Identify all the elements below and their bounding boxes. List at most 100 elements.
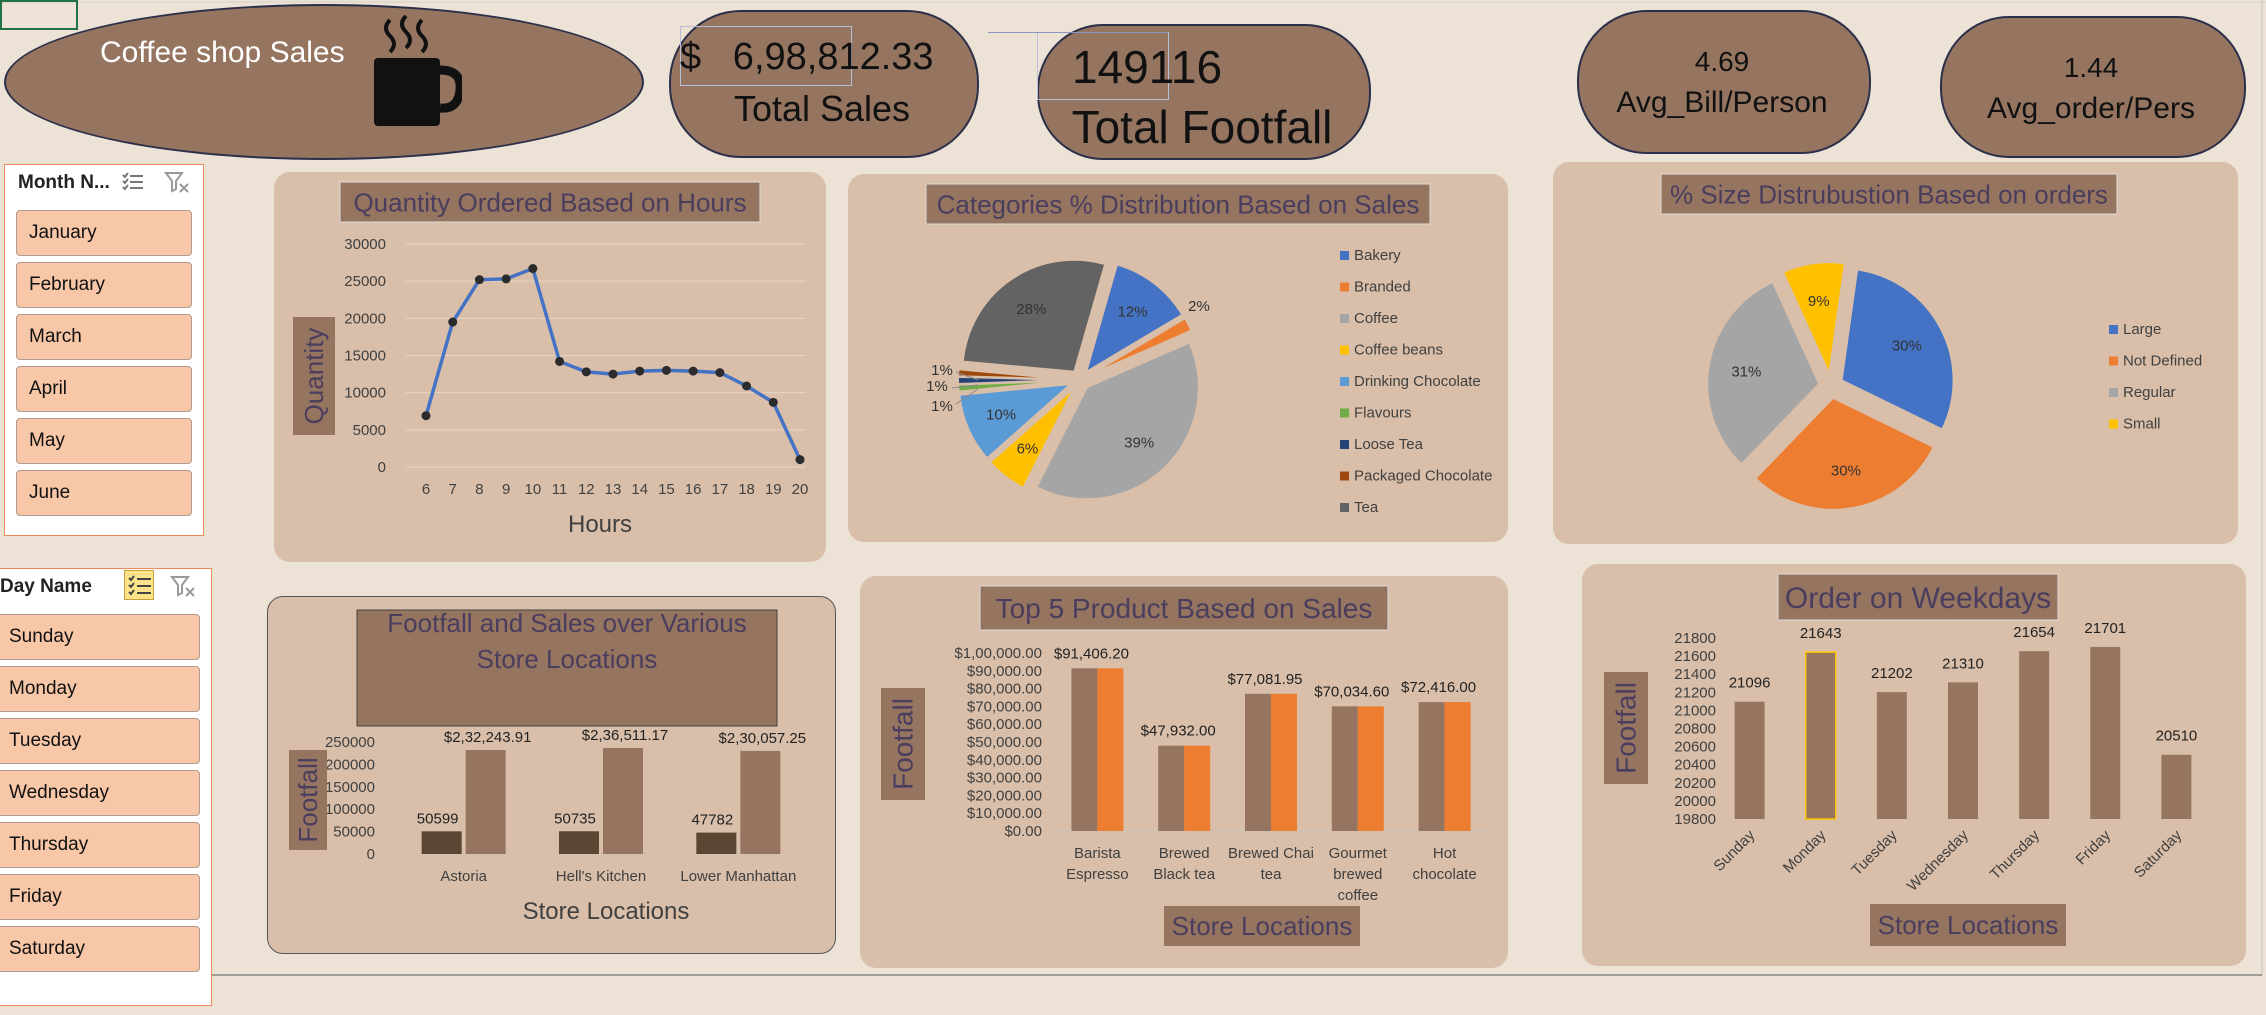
data-label: 21654 [2013, 624, 2055, 641]
x-tick-label: 12 [578, 481, 595, 498]
y-tick-label: 21400 [1674, 666, 1716, 683]
x-axis-title: Store Locations [523, 898, 690, 925]
data-point [501, 274, 511, 284]
y-tick-label: 15000 [344, 348, 386, 365]
weekdays-bar-chart: Order on Weekdays 19800200002020020400206… [1604, 573, 2230, 946]
y-tick-label: 20800 [1674, 721, 1716, 738]
leader-line [951, 384, 979, 389]
bar [421, 831, 462, 854]
data-point [608, 369, 618, 379]
pie-slice [1840, 268, 1955, 431]
y-tick-label: 5000 [353, 422, 386, 439]
bar [603, 748, 643, 854]
multi-select-icon[interactable] [122, 172, 144, 192]
slicer-item-february[interactable]: February [16, 262, 192, 308]
y-axis-title-box [293, 317, 335, 435]
slice-label: 31% [1731, 363, 1761, 380]
data-point [448, 317, 458, 327]
data-point [421, 411, 431, 421]
title-banner [4, 4, 644, 160]
clear-filter-icon[interactable] [164, 170, 190, 194]
x-tick-label: brewed [1333, 866, 1382, 883]
slicer-item-april[interactable]: April [16, 366, 192, 412]
selected-cell[interactable] [0, 0, 78, 30]
legend-swatch [2109, 388, 2118, 397]
slicer-item-january[interactable]: January [16, 210, 192, 256]
legend-swatch [2109, 325, 2118, 334]
x-tick-label: Saturday [2131, 826, 2186, 881]
x-tick-label: 20 [792, 481, 809, 498]
y-tick-label: 20000 [1674, 793, 1716, 810]
kpi-avg-bill-label: Avg_Bill/Person [1616, 86, 1828, 119]
x-tick-label: Sunday [1710, 826, 1758, 874]
slicer-item-march[interactable]: March [16, 314, 192, 360]
data-point [661, 365, 671, 375]
x-axis-title: Store Locations [1172, 911, 1353, 941]
legend-swatch [1340, 345, 1349, 355]
data-point [555, 356, 565, 366]
legend-label: Coffee [1354, 310, 1398, 327]
day-slicer-title: Day Name [0, 576, 92, 597]
x-tick-label: chocolate [1412, 866, 1476, 883]
bar [2090, 646, 2121, 819]
x-axis-title-box [1870, 904, 2066, 946]
chart-title: % Size Distrubustion Based on orders [1670, 179, 2108, 209]
x-tick-label: Brewed Chai [1228, 845, 1314, 862]
clear-filter-icon[interactable] [170, 574, 196, 598]
sizes-pie-chart: % Size Distrubustion Based on orders 30% 3… [1660, 173, 2202, 511]
x-tick-label: 13 [605, 481, 622, 498]
bar [1184, 745, 1211, 831]
data-point [715, 368, 725, 378]
slice-label: 1% [931, 362, 953, 379]
kpi-total-sales-label: Total Sales [733, 88, 911, 129]
bar [1948, 682, 1978, 819]
bar [2019, 651, 2050, 819]
series-line [424, 266, 802, 461]
x-axis-title-box [1164, 906, 1360, 946]
legend-label: Not Defined [2123, 353, 2202, 370]
slice-label: 12% [1118, 304, 1148, 321]
legend-swatch [1340, 314, 1349, 323]
x-tick-label: 16 [685, 481, 702, 498]
kpi-total-sales-value: $ 6,98,812.33 [680, 36, 934, 78]
y-tick-label: 0 [378, 459, 386, 476]
chart-title-box [979, 585, 1389, 631]
legend-swatch [1340, 251, 1349, 260]
slicer-item-may[interactable]: May [16, 418, 192, 464]
bar [1357, 706, 1384, 831]
chart-title: Categories % Distribution Based on Sales [937, 189, 1420, 219]
legend-swatch [1340, 408, 1349, 418]
y-tick-label: $20,000.00 [967, 787, 1042, 804]
multi-select-active[interactable] [124, 570, 154, 600]
weekdays-panel [1582, 564, 2246, 966]
slicer-item-wednesday[interactable]: Wednesday [0, 770, 200, 816]
slicer-item-june[interactable]: June [16, 470, 192, 516]
data-label: $70,034.60 [1314, 683, 1389, 700]
pie-slice [1781, 261, 1847, 378]
slicer-item-monday[interactable]: Monday [0, 666, 200, 712]
data-label: 47782 [691, 812, 733, 829]
x-tick-label: Gourmet [1329, 845, 1388, 862]
kpi-total-footfall-value: 149116 [1072, 41, 1223, 93]
data-label: $77,081.95 [1227, 671, 1302, 688]
slice-label: 1% [926, 378, 948, 395]
legend-swatch [1340, 471, 1349, 481]
bar [559, 831, 599, 854]
slicer-item-thursday[interactable]: Thursday [0, 822, 200, 868]
y-tick-label: 50000 [333, 824, 375, 841]
y-tick-label: $30,000.00 [967, 770, 1042, 787]
y-axis-title-box [289, 750, 327, 850]
y-axis-title: Footfall [293, 757, 323, 842]
chart-title-box [339, 181, 761, 223]
bar [1444, 702, 1471, 831]
slicer-item-saturday[interactable]: Saturday [0, 926, 200, 972]
coffee-mug-icon [374, 14, 462, 126]
slicer-item-friday[interactable]: Friday [0, 874, 200, 920]
slicer-item-sunday[interactable]: Sunday [0, 614, 200, 660]
bar [1418, 702, 1445, 831]
x-tick-label: Brewed [1159, 845, 1210, 862]
kpi-avg-order-value: 1.44 [2063, 52, 2119, 83]
pie-slice [988, 387, 1075, 490]
chart-title: Top 5 Product Based on Sales [996, 593, 1373, 624]
slicer-item-tuesday[interactable]: Tuesday [0, 718, 200, 764]
